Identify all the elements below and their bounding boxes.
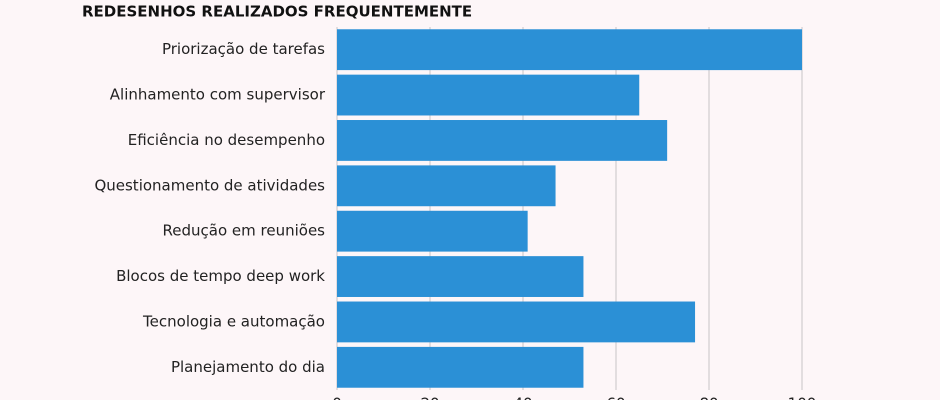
x-tick-label: 80 (699, 395, 718, 400)
bar (337, 29, 802, 71)
y-tick-label: Tecnologia e automação (142, 312, 325, 330)
bar (337, 74, 640, 116)
x-tick-label: 20 (420, 395, 439, 400)
y-tick-label: Alinhamento com supervisor (110, 86, 326, 104)
chart-title: REDESENHOS REALIZADOS FREQUENTEMENTE (82, 3, 472, 21)
bar (337, 210, 528, 252)
x-tick-label: 40 (513, 395, 532, 400)
x-tick-label: 100 (788, 395, 817, 400)
y-tick-label: Planejamento do dia (171, 358, 325, 376)
bar (337, 346, 584, 388)
x-tick-label: 0 (332, 395, 342, 400)
bar (337, 120, 668, 161)
y-tick-label: Priorização de tarefas (162, 40, 325, 58)
y-tick-label: Questionamento de atividades (94, 176, 325, 194)
y-tick-label: Eficiência no desempenho (128, 131, 325, 149)
bar (337, 301, 696, 343)
x-tick-label: 60 (606, 395, 625, 400)
y-tick-label: Redução em reuniões (163, 222, 326, 240)
bar (337, 256, 584, 297)
bar (337, 165, 556, 207)
y-tick-label: Blocos de tempo deep work (116, 267, 325, 285)
